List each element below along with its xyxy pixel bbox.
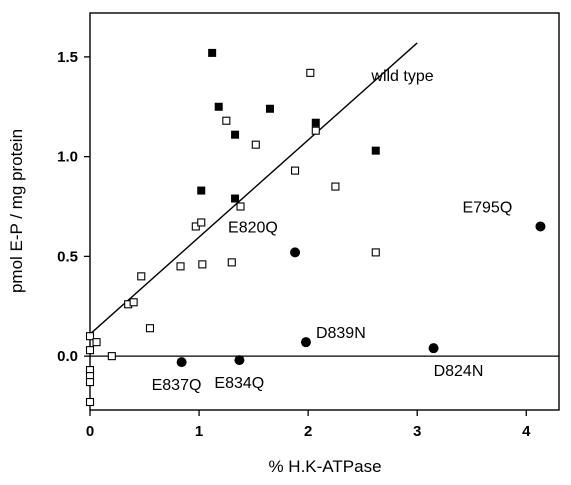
- plot-frame: [89, 12, 560, 411]
- open-square-point: [227, 258, 236, 267]
- open-square-point: [331, 182, 340, 191]
- open-square-point: [251, 140, 260, 149]
- open-square-point: [306, 68, 315, 77]
- open-square-point: [222, 116, 231, 125]
- y-tick-label: 1.5: [57, 49, 78, 66]
- open-square-point: [129, 298, 138, 307]
- mutant-label: E820Q: [228, 219, 278, 236]
- filled-square-point: [231, 130, 240, 139]
- filled-square-point: [311, 118, 320, 127]
- x-tick-label: 1: [195, 423, 203, 440]
- mutant-point: [234, 355, 245, 366]
- open-square-point: [85, 346, 95, 355]
- x-axis-title: % H.K-ATPase: [268, 457, 381, 476]
- mutant-label: D824N: [434, 363, 484, 380]
- filled-square-point: [371, 146, 380, 155]
- mutant-label: E837Q: [152, 377, 202, 394]
- open-square-point: [107, 352, 116, 361]
- open-square-point: [236, 202, 245, 211]
- mutant-point: [300, 337, 311, 348]
- mutant-point: [176, 357, 187, 368]
- open-square-point: [85, 332, 95, 341]
- y-axis-title: pmol E-P / mg protein: [7, 129, 26, 293]
- wild-type-fit-line: [89, 42, 418, 335]
- filled-square-point: [197, 186, 206, 195]
- mutant-label: D839N: [316, 325, 366, 342]
- open-square-point: [291, 166, 300, 175]
- y-tick-label: 1.0: [57, 149, 78, 166]
- data-points: [85, 48, 546, 407]
- mutant-point: [290, 247, 301, 258]
- mutant-point: [535, 221, 546, 232]
- x-tick-label: 0: [86, 423, 94, 440]
- filled-square-point: [208, 48, 217, 57]
- y-tick-label: 0.0: [57, 348, 78, 365]
- mutant-point: [428, 343, 439, 354]
- open-square-point: [176, 262, 185, 271]
- y-tick-label: 0.5: [57, 248, 78, 265]
- open-square-point: [137, 272, 146, 281]
- open-square-point: [371, 248, 380, 257]
- x-tick-label: 3: [413, 423, 421, 440]
- open-square-point: [85, 378, 95, 387]
- mutant-label: E795Q: [462, 199, 512, 216]
- x-tick-label: 2: [304, 423, 312, 440]
- open-square-point: [198, 260, 207, 269]
- mutant-label: E834Q: [214, 375, 264, 392]
- open-square-point: [145, 324, 155, 333]
- open-square-point: [92, 338, 101, 347]
- filled-square-point: [231, 194, 240, 203]
- filled-square-point: [265, 104, 274, 113]
- point-labels: E837Q E834Q E820Q D839N D824N E795Q wild type: [152, 68, 513, 394]
- open-square-point: [311, 126, 320, 135]
- open-square-point: [85, 397, 95, 407]
- x-tick-label: 4: [522, 423, 531, 440]
- open-square-point: [197, 218, 206, 227]
- wild-type-label: wild type: [370, 68, 433, 85]
- filled-square-point: [214, 102, 223, 111]
- x-axis-ticks: 0 1 2 3 4: [86, 410, 531, 440]
- y-axis-ticks: 0.0 0.5 1.0 1.5: [57, 49, 90, 365]
